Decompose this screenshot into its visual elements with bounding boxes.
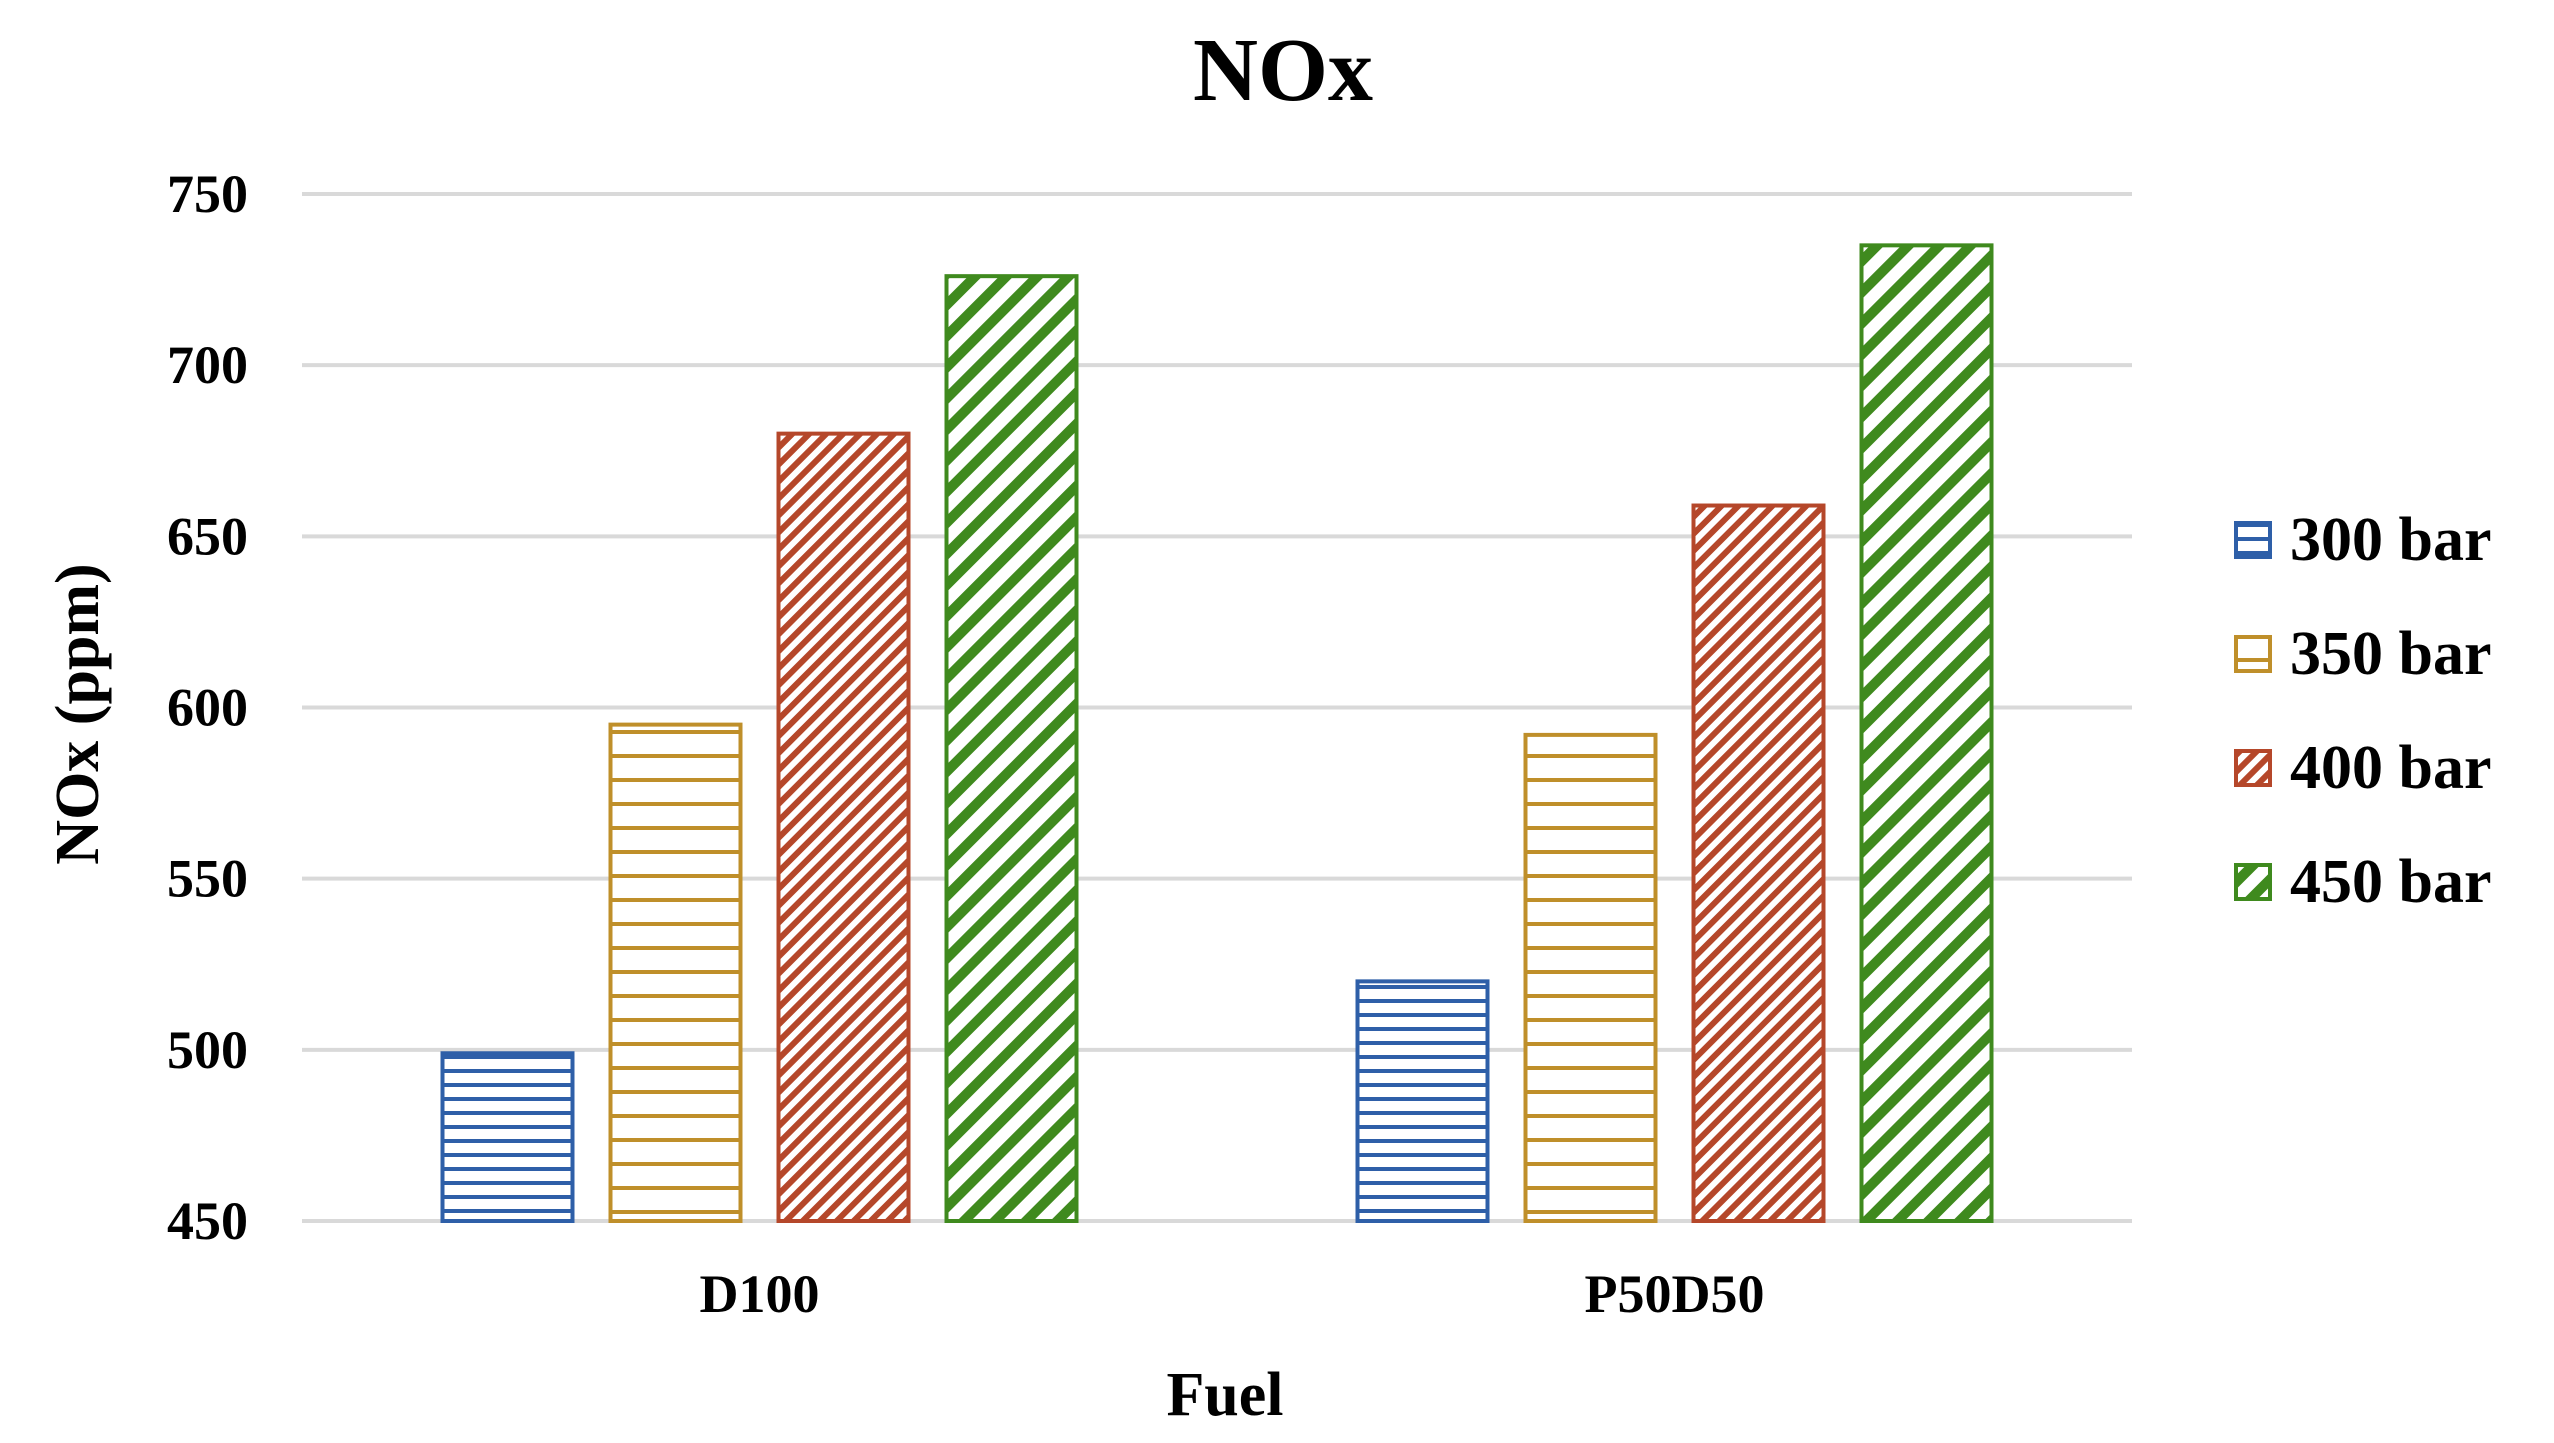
legend-label: 400 bar [2290, 734, 2492, 802]
bar-d100-450-bar [944, 274, 1079, 1224]
bar-d100-400-bar [776, 431, 911, 1223]
legend-label: 450 bar [2290, 848, 2492, 916]
y-tick-label: 450 [167, 1191, 248, 1251]
y-axis-label: NOx (ppm) [44, 563, 112, 864]
x-tick-label: D100 [700, 1264, 820, 1324]
legend-swatch [2234, 521, 2272, 559]
bar-p50d50-350-bar [1523, 732, 1658, 1223]
bar-p50d50-450-bar [1859, 243, 1994, 1224]
y-tick-label: 600 [167, 678, 248, 738]
x-axis-ticks: D100 P50D50 [700, 1264, 1765, 1324]
legend-label: 300 bar [2290, 506, 2492, 574]
x-axis-label: Fuel [1166, 1361, 1283, 1429]
x-tick-label: P50D50 [1585, 1264, 1765, 1324]
bar-d100-300-bar [440, 1051, 575, 1224]
chart-title: NOx [1193, 21, 1373, 120]
y-tick-label: 500 [167, 1020, 248, 1080]
bar-d100-350-bar [608, 722, 743, 1223]
legend: 300 bar 350 bar 400 bar 450 bar [2234, 506, 2492, 916]
gridlines [302, 192, 2132, 1223]
y-tick-label: 650 [167, 506, 248, 566]
y-axis-ticks: 450 500 550 600 650 700 750 [167, 164, 248, 1251]
legend-swatch [2234, 749, 2272, 787]
bars [440, 243, 1994, 1224]
legend-swatch [2234, 635, 2272, 673]
bar-p50d50-300-bar [1355, 979, 1490, 1223]
y-tick-label: 750 [167, 164, 248, 224]
legend-swatch [2234, 863, 2272, 901]
bar-p50d50-400-bar [1691, 503, 1826, 1224]
y-tick-label: 550 [167, 849, 248, 909]
y-tick-label: 700 [167, 335, 248, 395]
legend-label: 350 bar [2290, 620, 2492, 688]
